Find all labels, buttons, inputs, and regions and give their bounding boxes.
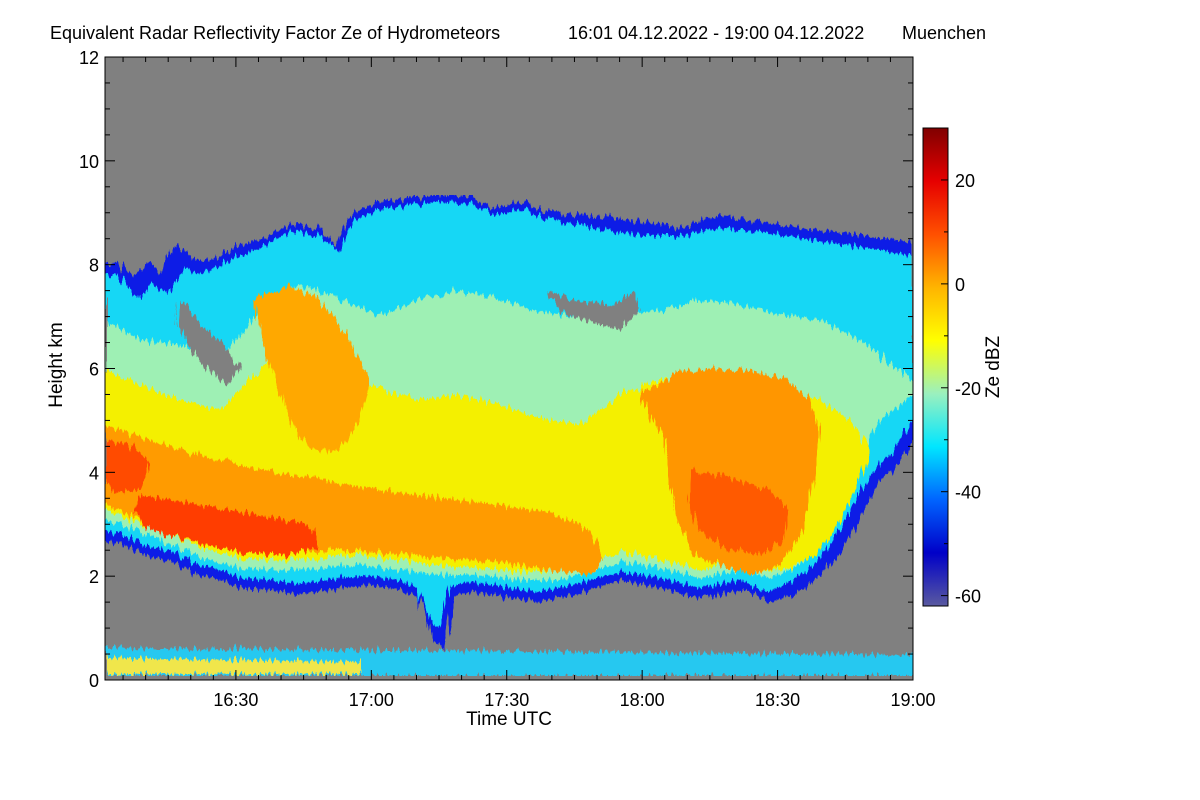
echo-field [105, 195, 913, 676]
chart-location: Muenchen [902, 23, 986, 43]
colorbar-tick-label: 20 [955, 171, 975, 191]
x-tick-label: 18:30 [755, 690, 800, 710]
colorbar-tick-label: 0 [955, 275, 965, 295]
y-tick-label: 8 [89, 256, 99, 276]
echo-max-right [688, 470, 790, 555]
x-tick-label: 19:00 [890, 690, 935, 710]
y-tick-label: 12 [79, 48, 99, 68]
y-tick-label: 6 [89, 360, 99, 380]
echo-max-left [105, 440, 150, 492]
x-tick-label: 16:30 [213, 690, 258, 710]
colorbar-axis: 20 0 -20 -40 -60 [941, 127, 981, 607]
colorbar-label: Ze dBZ [983, 335, 1004, 398]
colorbar-tick-label: -40 [955, 483, 981, 503]
x-tick-label: 17:30 [484, 690, 529, 710]
ground-clutter-strong [105, 658, 360, 674]
x-axis: 16:30 17:00 17:30 18:00 18:30 19:00 [122, 57, 936, 710]
y-axis: 0 2 4 6 8 10 12 [79, 48, 913, 691]
echo-gap-left [178, 300, 240, 385]
y-tick-label: 4 [89, 463, 99, 483]
colorbar-tick-label: -20 [955, 379, 981, 399]
colorbar [922, 127, 949, 607]
chart-title: Equivalent Radar Reflectivity Factor Ze … [50, 23, 500, 43]
x-tick-label: 18:00 [620, 690, 665, 710]
y-tick-label: 0 [89, 671, 99, 691]
x-axis-label: Time UTC [466, 709, 552, 730]
colorbar-tick-label: -60 [955, 587, 981, 607]
echo-core-upper [255, 285, 370, 452]
y-axis-label: Height km [46, 322, 67, 408]
chart-time-range: 16:01 04.12.2022 - 19:00 04.12.2022 [568, 23, 864, 43]
y-tick-label: 10 [79, 152, 99, 172]
echo-max-lower [135, 495, 320, 555]
x-tick-label: 17:00 [349, 690, 394, 710]
echo-gap-upper [545, 290, 640, 330]
y-tick-label: 2 [89, 567, 99, 587]
